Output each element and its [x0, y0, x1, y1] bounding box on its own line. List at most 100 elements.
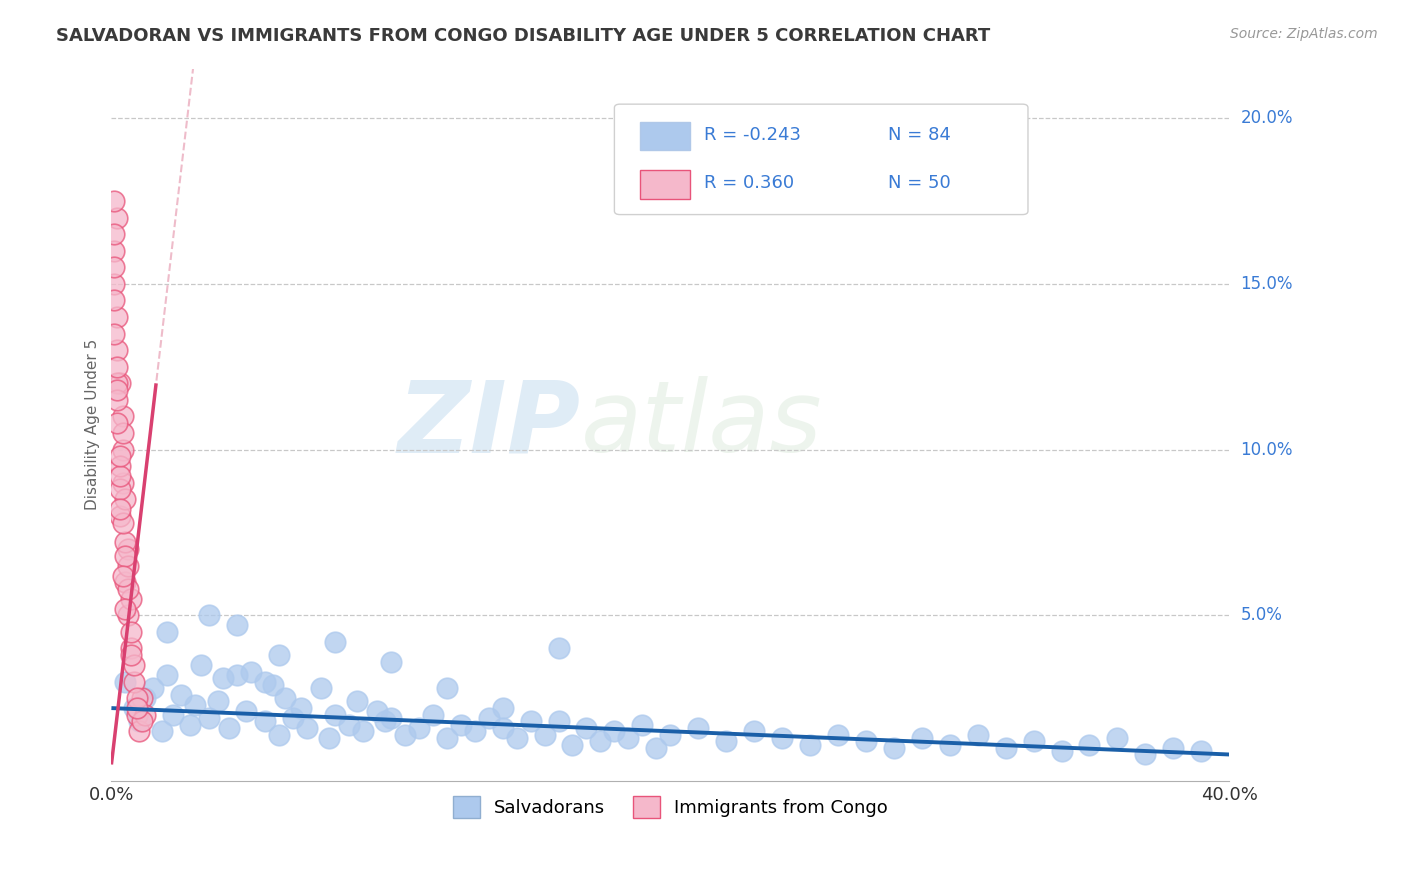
Point: [122, 674, 145, 689]
Point: [589, 734, 612, 748]
Point: [108, 508, 131, 523]
Point: [108, 449, 131, 463]
Point: [111, 475, 134, 490]
Point: [318, 731, 340, 745]
Point: [114, 492, 136, 507]
Point: [134, 707, 156, 722]
Point: [170, 688, 193, 702]
Point: [645, 740, 668, 755]
Point: [105, 310, 128, 324]
Point: [337, 717, 360, 731]
Point: [911, 731, 934, 745]
Point: [309, 681, 332, 696]
Point: [105, 383, 128, 397]
Point: [125, 691, 148, 706]
Point: [226, 618, 249, 632]
Point: [408, 721, 430, 735]
Point: [125, 701, 148, 715]
Point: [603, 724, 626, 739]
Point: [374, 714, 396, 729]
Point: [105, 211, 128, 225]
Point: [103, 260, 125, 275]
Text: 20.0%: 20.0%: [1240, 109, 1294, 128]
Point: [436, 731, 458, 745]
Point: [103, 244, 125, 258]
Point: [380, 711, 402, 725]
Point: [122, 658, 145, 673]
Point: [120, 641, 142, 656]
Point: [105, 392, 128, 407]
Point: [207, 694, 229, 708]
FancyBboxPatch shape: [640, 122, 690, 151]
Point: [575, 721, 598, 735]
Point: [184, 698, 207, 712]
Point: [156, 624, 179, 639]
Point: [105, 416, 128, 430]
Point: [156, 668, 179, 682]
Legend: Salvadorans, Immigrants from Congo: Salvadorans, Immigrants from Congo: [446, 789, 896, 825]
Text: Source: ZipAtlas.com: Source: ZipAtlas.com: [1230, 27, 1378, 41]
Text: 10.0%: 10.0%: [1240, 441, 1294, 458]
Point: [131, 691, 153, 706]
Point: [436, 681, 458, 696]
Point: [855, 734, 877, 748]
Point: [1022, 734, 1045, 748]
Y-axis label: Disability Age Under 5: Disability Age Under 5: [86, 339, 100, 510]
Point: [179, 717, 201, 731]
Point: [478, 711, 501, 725]
Point: [108, 459, 131, 474]
Point: [240, 665, 263, 679]
Point: [742, 724, 765, 739]
Point: [1078, 738, 1101, 752]
Text: R = -0.243: R = -0.243: [704, 126, 801, 144]
Point: [235, 705, 257, 719]
Point: [103, 293, 125, 308]
Point: [162, 707, 184, 722]
Point: [966, 728, 988, 742]
Text: R = 0.360: R = 0.360: [704, 174, 794, 193]
Point: [128, 714, 150, 729]
Point: [103, 194, 125, 208]
Point: [117, 542, 139, 557]
Point: [103, 227, 125, 242]
Point: [111, 516, 134, 530]
Point: [491, 721, 513, 735]
Text: atlas: atlas: [581, 376, 823, 474]
Point: [198, 608, 221, 623]
Point: [994, 740, 1017, 755]
Text: 5.0%: 5.0%: [1240, 607, 1282, 624]
Point: [1161, 740, 1184, 755]
Point: [105, 343, 128, 358]
Point: [267, 728, 290, 742]
Point: [190, 658, 212, 673]
Point: [352, 724, 374, 739]
Point: [114, 575, 136, 590]
Point: [114, 601, 136, 615]
Point: [114, 535, 136, 549]
Point: [547, 641, 569, 656]
Point: [105, 376, 128, 391]
Point: [323, 635, 346, 649]
Point: [114, 549, 136, 563]
Point: [117, 582, 139, 596]
Point: [108, 376, 131, 391]
Point: [263, 678, 285, 692]
Point: [108, 469, 131, 483]
Point: [799, 738, 821, 752]
Point: [142, 681, 165, 696]
Point: [827, 728, 849, 742]
Point: [134, 691, 156, 706]
Point: [1135, 747, 1157, 762]
Point: [1107, 731, 1129, 745]
Point: [125, 707, 148, 722]
FancyBboxPatch shape: [614, 104, 1028, 215]
Point: [714, 734, 737, 748]
Point: [281, 711, 304, 725]
Text: N = 84: N = 84: [889, 126, 950, 144]
Point: [770, 731, 793, 745]
Point: [105, 359, 128, 374]
Point: [267, 648, 290, 662]
Point: [290, 701, 312, 715]
Point: [450, 717, 472, 731]
Point: [422, 707, 444, 722]
